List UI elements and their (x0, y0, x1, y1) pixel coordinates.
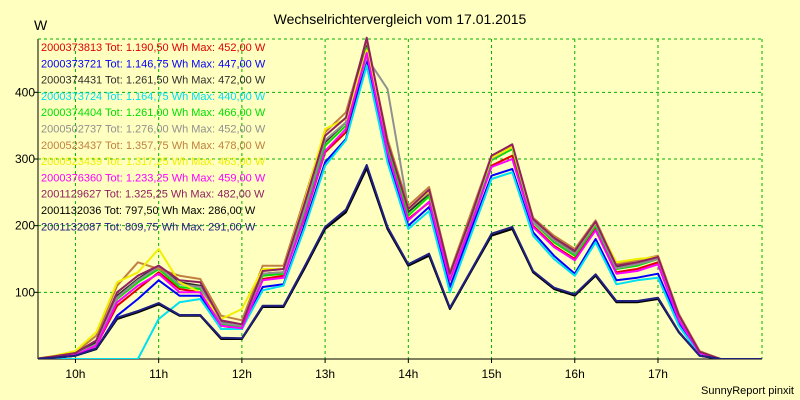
footer-credit: SunnyReport pinxit (701, 385, 794, 397)
x-tick-label: 17h (648, 367, 668, 381)
legend-entry: 2000374404 Tot: 1.261,00 Wh Max: 466,00 … (41, 107, 266, 119)
x-tick-label: 14h (398, 367, 418, 381)
x-tick-label: 11h (149, 367, 168, 381)
y-tick-label: 200 (15, 219, 35, 233)
legend-entry: 2001132087 Tot: 809,75 Wh Max: 291,00 W (41, 221, 256, 233)
legend-entry: 2000373721 Tot: 1.146,75 Wh Max: 447,00 … (41, 58, 266, 70)
legend: 2000373813 Tot: 1.190,50 Wh Max: 452,00 … (41, 42, 266, 233)
legend-entry: 2000373813 Tot: 1.190,50 Wh Max: 452,00 … (41, 42, 266, 54)
series-layer (38, 36, 762, 359)
series-line-2000502737 (38, 56, 762, 359)
legend-entry: 2001129627 Tot: 1.325,25 Wh Max: 482,00 … (41, 189, 265, 201)
series-line-2000376360 (38, 52, 762, 359)
series-line-2001132087 (38, 164, 762, 359)
legend-entry: 2000502737 Tot: 1.276,00 Wh Max: 452,00 … (41, 124, 266, 136)
legend-entry: 2000373724 Tot: 1.164,75 Wh Max: 440,00 … (41, 91, 266, 103)
series-line-2000374404 (38, 47, 762, 359)
legend-entry: 2000523437 Tot: 1.357,75 Wh Max: 478,00 … (41, 140, 266, 152)
legend-entry: 2001132036 Tot: 797,50 Wh Max: 286,00 W (41, 205, 256, 217)
legend-entry: 2000374431 Tot: 1.261,50 Wh Max: 472,00 … (41, 75, 266, 87)
y-axis-label: W (34, 17, 48, 33)
x-tick-label: 13h (315, 367, 335, 381)
y-tick-label: 100 (15, 285, 35, 299)
legend-entry: 2000523439 Tot: 1.317,25 Wh Max: 463,00 … (41, 156, 266, 168)
axes (34, 38, 763, 363)
x-tick-label: 10h (65, 367, 85, 381)
legend-entry: 2000376360 Tot: 1.233,25 Wh Max: 459,00 … (41, 172, 266, 184)
y-tick-label: 400 (15, 85, 35, 99)
tick-labels: 10h 11h 12h 13h 14h 15h 16h 17h 100 200 300 400 (15, 85, 668, 381)
x-tick-label: 15h (482, 367, 502, 381)
chart-title: Wechselrichtervergleich vom 17.01.2015 (274, 11, 527, 27)
x-tick-label: 16h (565, 367, 585, 381)
y-tick-label: 300 (15, 152, 35, 166)
series-line-2001129627 (38, 36, 762, 359)
x-tick-label: 12h (232, 367, 252, 381)
series-line-2000373724 (38, 64, 762, 359)
